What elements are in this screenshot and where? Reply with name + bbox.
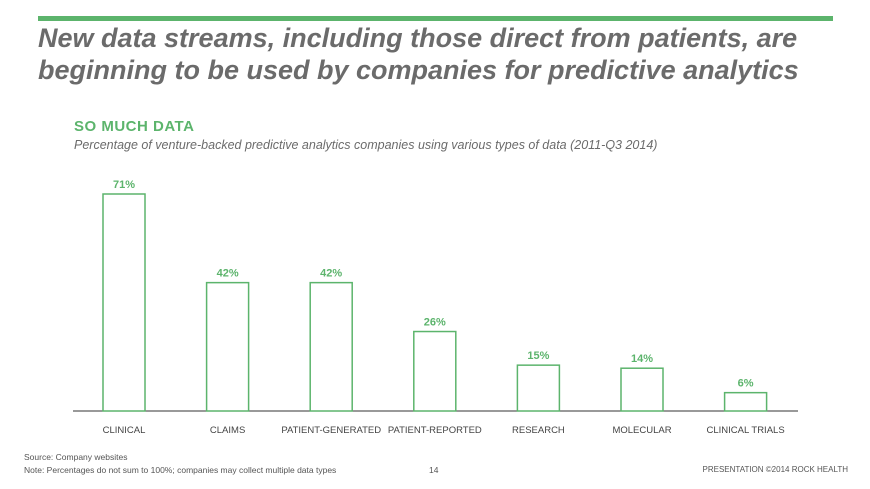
category-label: RESEARCH: [512, 425, 565, 436]
category-label: CLINICAL TRIALS: [707, 425, 785, 436]
source-note: Source: Company websites: [24, 452, 128, 462]
category-label: PATIENT-GENERATED: [281, 425, 381, 436]
page-number: 14: [429, 465, 439, 475]
chart-subtitle: Percentage of venture-backed predictive …: [74, 138, 658, 152]
footnote: Note: Percentages do not sum to 100%; co…: [24, 465, 337, 475]
headline-line-2: beginning to be used by companies for pr…: [38, 55, 799, 85]
chart-title: SO MUCH DATA: [74, 118, 195, 135]
headline-line-1: New data streams, including those direct…: [38, 23, 798, 53]
data-label: 42%: [320, 268, 342, 280]
data-label: 71%: [113, 179, 135, 191]
bar-patient-generated: [309, 281, 353, 412]
bar-patient-reported: [413, 330, 457, 412]
data-label: 15%: [527, 350, 549, 362]
category-label: PATIENT-REPORTED: [388, 425, 482, 436]
top-rule: [38, 16, 833, 21]
footer-credit: PRESENTATION ©2014 ROCK HEALTH: [702, 465, 848, 474]
slide-headline: New data streams, including those direct…: [38, 22, 838, 86]
data-label: 42%: [217, 268, 239, 280]
bar-clinical-trials: [723, 391, 768, 412]
bar-claims: [205, 281, 250, 412]
data-label: 26%: [424, 317, 446, 329]
category-label: MOLECULAR: [612, 425, 671, 436]
category-label: CLAIMS: [210, 425, 245, 436]
bar-clinical: [102, 193, 146, 412]
data-label: 14%: [631, 353, 653, 365]
bar-research: [516, 364, 561, 412]
category-label: CLINICAL: [103, 425, 146, 436]
bar-molecular: [620, 367, 664, 412]
data-label: 6%: [738, 378, 754, 390]
